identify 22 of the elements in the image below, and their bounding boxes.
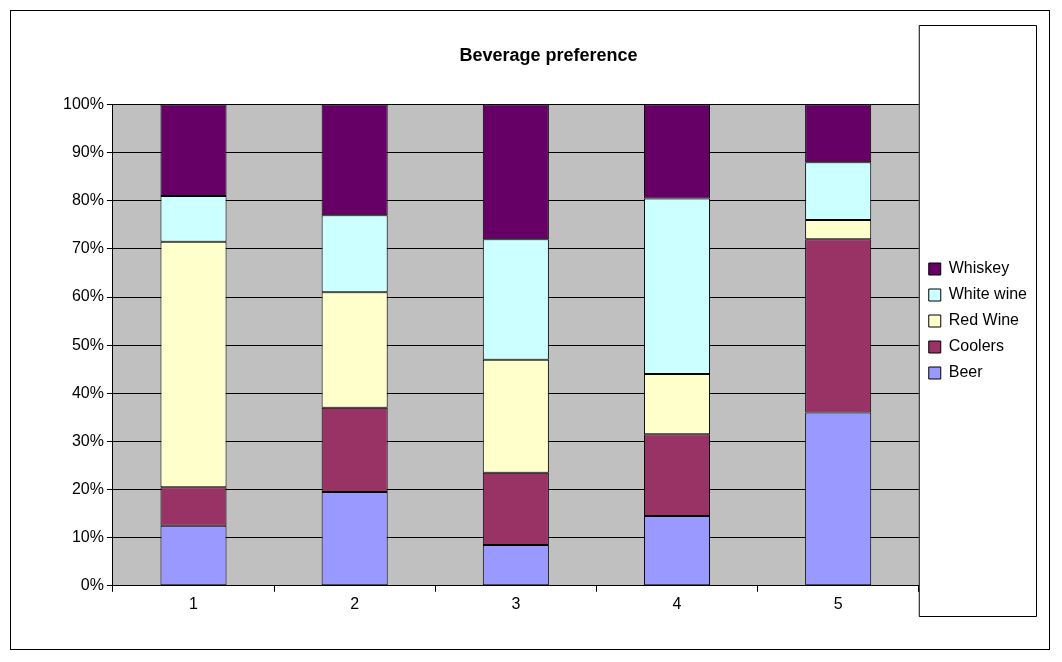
legend-label: White wine [948,285,1028,303]
y-tick-label: 60% [71,287,104,305]
x-tick-label: 3 [511,594,521,612]
y-tick-label: 50% [71,335,104,353]
legend-label: Red Wine [948,311,1020,329]
x-tick-label: 2 [350,594,360,612]
x-tick-label: 4 [672,594,682,612]
y-tick-label: 100% [63,95,104,113]
legend-label: Whiskey [948,259,1010,277]
x-tick-label: 5 [833,594,843,612]
y-tick-label: 40% [71,383,104,401]
y-tick-label: 90% [71,143,104,161]
y-tick-label: 0% [80,576,104,594]
x-tick-label: 1 [189,594,199,612]
y-tick-label: 20% [71,479,104,497]
y-tick-label: 10% [71,528,104,546]
y-tick-label: 70% [71,239,104,257]
y-tick-label: 30% [71,431,104,449]
chart-title: Beverage preference [459,44,638,65]
legend-label: Coolers [948,337,1004,355]
y-tick-label: 80% [71,191,104,209]
legend-label: Beer [948,363,984,381]
